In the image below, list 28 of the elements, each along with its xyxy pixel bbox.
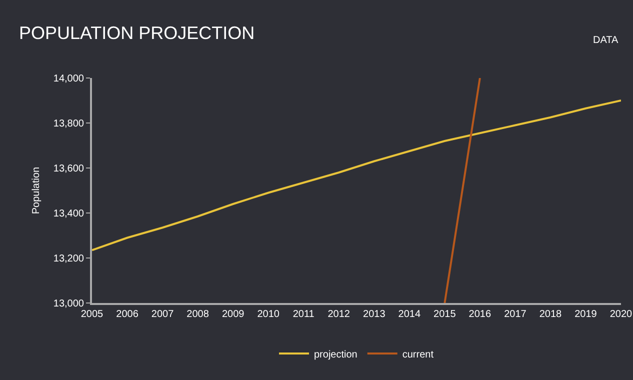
x-tick-label: 2016 bbox=[468, 309, 492, 320]
x-tick-label: 2012 bbox=[328, 309, 350, 320]
legend-label: current bbox=[402, 349, 434, 360]
x-tick-label: 2019 bbox=[574, 309, 598, 320]
y-axis-title: Population bbox=[30, 166, 42, 214]
x-tick-label: 2018 bbox=[539, 309, 562, 320]
line-series bbox=[92, 100, 621, 252]
text: DATA bbox=[593, 35, 619, 46]
x-tick-label: 2006 bbox=[116, 309, 139, 320]
x-tick-label: 2020 bbox=[610, 309, 633, 320]
y-tick-label: 13,000 bbox=[53, 298, 84, 310]
x-tick-label: 2009 bbox=[222, 309, 245, 320]
x-tick-label: 2010 bbox=[257, 309, 280, 320]
x-tick-label: 2011 bbox=[292, 309, 315, 320]
y-tick-label: 13,400 bbox=[53, 208, 84, 220]
x-tick-label: 2015 bbox=[434, 309, 456, 320]
x-tick-label: 2013 bbox=[363, 309, 386, 320]
x-tick-label: 2017 bbox=[504, 309, 527, 320]
y-tick-label: 14,000 bbox=[53, 74, 84, 84]
y-tick-label: 13,600 bbox=[53, 164, 84, 174]
x-tick-label: 2008 bbox=[186, 309, 210, 320]
x-tick-label: 2014 bbox=[398, 309, 421, 320]
x-tick-label: 2007 bbox=[151, 309, 174, 320]
y-tick-label: 13,200 bbox=[53, 254, 84, 264]
x-tick-label: 2005 bbox=[80, 309, 104, 320]
y-tick-label: 13,800 bbox=[53, 118, 84, 130]
legend-label: projection bbox=[314, 349, 358, 360]
chart-title: POPULATION PROJECTION bbox=[18, 23, 255, 44]
